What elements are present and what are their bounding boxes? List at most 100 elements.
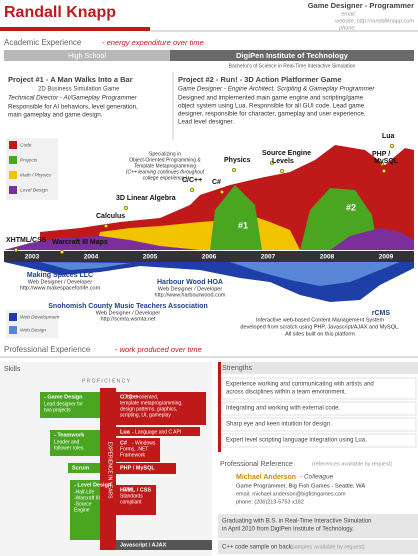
legend-swatch [9, 313, 17, 321]
chart-label: Levels [272, 158, 294, 165]
experience-column [100, 388, 116, 550]
specializing: Template Metaprogramming [134, 163, 196, 169]
section-title: Professional Experience [4, 345, 91, 354]
project-desc: Designed and implemented main game engin… [178, 95, 364, 102]
label-dot [59, 249, 65, 255]
graduation: in April 2010 from DigiPen Institute of … [222, 527, 354, 533]
specializing: Object-Oriented Programming & [129, 157, 201, 163]
skill-name: Scrum [72, 465, 89, 471]
client-url: http://scmta.wsmta.net [100, 316, 155, 322]
reference-phone: phone: (206)213-5753 x182 [236, 499, 304, 505]
chart-label: #2 [346, 202, 356, 212]
college-bar [170, 50, 414, 61]
label-dot [123, 205, 129, 211]
skills-title: Skills [4, 366, 21, 373]
skill-name: - Game Design [44, 394, 83, 400]
project-role: Game Designer - Engine Architect, Script… [178, 86, 375, 93]
strength-box [221, 377, 417, 400]
label-dot [381, 168, 387, 174]
skill-detail: Engine [74, 507, 90, 513]
skill-name: - Level Design [74, 482, 112, 488]
skill-left-bar [70, 480, 100, 540]
level-area [330, 228, 414, 250]
section-subtitle: - energy expenditure over time [102, 38, 204, 47]
skill-right-bar [116, 485, 156, 515]
reference-name: Michael Anderson [236, 474, 296, 481]
client-name: Harbour Wood HOA [157, 279, 223, 286]
project-desc: main gameplay and game design. [8, 112, 103, 119]
skill-name: C / C++ [120, 394, 139, 400]
chart-label: Warcraft III Maps [52, 239, 108, 246]
year: 2007 [261, 254, 276, 261]
reference-job: Game Programmer, Big Fish Games - Seattl… [236, 484, 365, 490]
client-name: Snohomish County Music Teachers Associat… [48, 303, 207, 310]
project-genre: 2D Business Simulation Game [38, 87, 120, 93]
phone: phone: [338, 25, 356, 31]
chart-label: Source Engine [262, 150, 311, 157]
legend-swatch [9, 326, 17, 334]
skill-detail: template metaprogramming, [120, 400, 183, 406]
project-desc: designer, responsible for character, gam… [178, 111, 366, 118]
skill-name: PHP / MySQL [120, 465, 155, 471]
skill-left-bar [68, 463, 100, 473]
strength-text: Sharp eye and keen intuition for design. [226, 422, 332, 428]
chart-label: 3D Linear Algebra [116, 195, 176, 202]
legend-swatch [9, 156, 17, 164]
name: Randall Knapp [4, 4, 116, 21]
project-desc: object system using Lua. Responsible for… [178, 103, 365, 110]
specializing: college experience.) [143, 175, 188, 181]
specializing: Specializing in [149, 151, 181, 157]
project1-area [210, 185, 262, 250]
label-dot [189, 187, 195, 193]
skill-name: Javascript / AJAX [120, 542, 167, 548]
chart-label: Physics [224, 157, 251, 164]
strengths-header [218, 362, 418, 374]
chart-label: C# [212, 179, 221, 186]
skill-detail: Forms, .NET [120, 446, 148, 452]
client-name: Making Spaces LLC [27, 272, 93, 279]
year: 2003 [25, 254, 40, 261]
web-design-area [230, 262, 400, 286]
high-school: High School [68, 53, 106, 60]
skill-detail: - Windows [132, 440, 156, 446]
legend-label: Level Design [20, 187, 48, 193]
experience-label: EXPERIENCE IN YEARS [107, 442, 113, 500]
degree: Bachelor's of Science in Real-Time Inter… [229, 63, 356, 69]
client-role: Web Designer / Developer [158, 286, 223, 292]
label-dot [13, 247, 19, 253]
legend-swatch [9, 186, 17, 194]
reference-title: Professional Reference [220, 461, 293, 468]
rcms-desc: All sites built on this platform [285, 331, 355, 337]
skill-detail: Framework [120, 452, 146, 458]
year: 2005 [143, 254, 158, 261]
skill-detail: - W3 [120, 487, 131, 493]
client-role: Web Designer / Developer [28, 279, 93, 285]
skill-detail: two projects [44, 407, 71, 413]
label-dot [379, 161, 385, 167]
rcms-desc: Interactive web-based Content Management… [256, 317, 385, 323]
section-title: Academic Experience [4, 38, 82, 47]
legend-swatch [9, 171, 17, 179]
college: DigiPen Institute of Technology [236, 51, 349, 60]
skill-detail: Standards [120, 493, 143, 499]
skill-detail: Lead designer for [44, 401, 83, 407]
label-dot [279, 168, 285, 174]
year: 2006 [202, 254, 217, 261]
year: 2004 [84, 254, 99, 261]
legend-label: Code [20, 142, 32, 148]
legend-label: Projects [20, 157, 38, 163]
graduation-box [218, 514, 418, 538]
client-role: Web Designer / Developer [96, 310, 161, 316]
skill-left-bar [40, 392, 100, 418]
year: 2008 [320, 254, 335, 261]
legend-label: Math / Physics [20, 172, 52, 178]
proficiency: P R O F I C I E N C Y [82, 378, 131, 384]
skill-detail: compliant [120, 499, 142, 505]
skill-detail: - Object oriented, [120, 394, 158, 400]
years-bar [4, 251, 414, 262]
chart-label: Calculus [96, 213, 125, 220]
strength-box [221, 417, 417, 432]
web-design-area [40, 262, 130, 270]
label-dot [231, 167, 237, 173]
header-bar [0, 27, 150, 31]
